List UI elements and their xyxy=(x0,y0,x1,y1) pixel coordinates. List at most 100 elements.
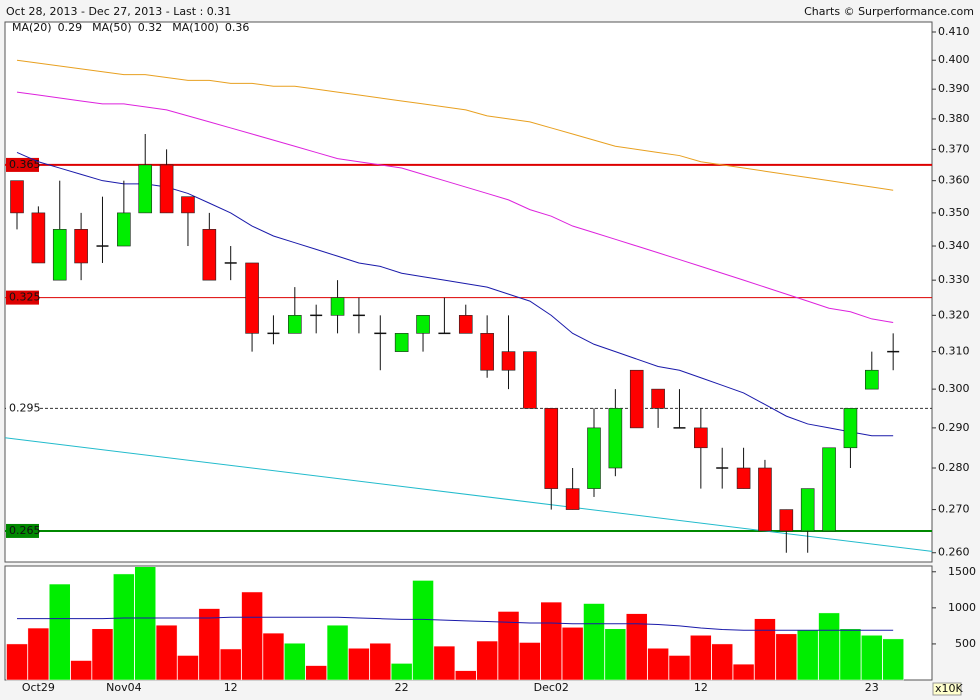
price-panel xyxy=(4,21,933,563)
candle-body xyxy=(245,262,259,334)
level-label-box xyxy=(6,157,39,172)
y-tick-label: 0.260 xyxy=(938,546,970,559)
candle-body xyxy=(159,164,174,214)
level-label: 0.295 xyxy=(9,401,41,414)
level-label-box xyxy=(6,290,39,305)
y-tick-label: 0.310 xyxy=(938,345,970,358)
volume-bar xyxy=(647,648,669,681)
legend-name: MA(20) xyxy=(12,21,52,34)
y-tick-label: 0.320 xyxy=(938,308,970,321)
y-tick-label: 0.290 xyxy=(938,421,970,434)
volume-bar xyxy=(583,603,605,681)
candle-body xyxy=(74,229,88,264)
level-label: 0.325 xyxy=(9,291,41,304)
candle-body xyxy=(330,297,345,316)
candle-body xyxy=(736,467,751,489)
candle-body xyxy=(565,488,580,510)
volume-bar xyxy=(540,601,562,681)
volume-bar xyxy=(882,638,904,681)
candle-body xyxy=(394,333,409,352)
x-tick-label: 12 xyxy=(224,681,238,694)
y-tick-label: 0.410 xyxy=(938,25,970,38)
volume-tick-label: 1500 xyxy=(948,565,976,578)
y-tick-label: 0.360 xyxy=(938,174,970,187)
volume-bar xyxy=(690,635,712,681)
y-tick-label: 0.380 xyxy=(938,112,970,125)
volume-bar xyxy=(519,642,541,681)
trendline xyxy=(4,437,933,552)
ma-line xyxy=(16,59,894,191)
x-tick-label: Nov04 xyxy=(106,681,141,694)
volume-bar xyxy=(497,611,520,681)
x-tick-label: 22 xyxy=(395,681,409,694)
candle-body xyxy=(480,333,494,371)
volume-bar xyxy=(177,655,199,681)
y-tick-label: 0.280 xyxy=(938,461,970,474)
volume-bar xyxy=(241,591,263,681)
volume-bar xyxy=(455,670,477,681)
candle-body xyxy=(288,315,302,334)
volume-bar xyxy=(155,624,178,681)
volume-bar xyxy=(91,628,114,681)
legend-value: 0.32 xyxy=(138,21,163,34)
volume-bar xyxy=(348,648,370,681)
volume-bar xyxy=(198,608,221,681)
volume-bar xyxy=(625,613,648,681)
candle-body xyxy=(117,212,131,247)
x-tick-label: 23 xyxy=(865,681,879,694)
volume-bar xyxy=(412,580,434,681)
volume-bar xyxy=(861,635,883,681)
candle-body xyxy=(608,408,623,469)
legend-name: MA(100) xyxy=(172,21,219,34)
volume-ma-line xyxy=(17,616,894,631)
y-tick-label: 0.400 xyxy=(938,53,970,66)
volume-bar xyxy=(433,645,456,681)
volume-bar xyxy=(326,624,349,681)
y-tick-label: 0.340 xyxy=(938,239,970,252)
candle-body xyxy=(800,488,815,532)
candle-body xyxy=(202,229,217,281)
candle-body xyxy=(629,369,644,429)
volume-tick-label: 500 xyxy=(955,637,976,650)
level-label-box xyxy=(6,523,39,538)
candle-body xyxy=(458,315,473,334)
legend-value: 0.36 xyxy=(225,21,250,34)
unit-box xyxy=(932,682,962,696)
candle-body xyxy=(587,427,601,489)
y-tick-label: 0.390 xyxy=(938,82,970,95)
volume-bar xyxy=(134,566,156,681)
volume-bar xyxy=(219,648,242,681)
volume-bar xyxy=(775,633,798,681)
volume-bar xyxy=(732,663,755,681)
candle-body xyxy=(181,196,195,214)
volume-bar xyxy=(754,618,776,681)
volume-bar xyxy=(796,629,819,681)
candle-body xyxy=(864,369,879,390)
volume-bar xyxy=(113,573,135,681)
level-label: 0.265 xyxy=(9,524,41,537)
volume-unit: x10K xyxy=(935,682,964,695)
candle-body xyxy=(758,467,772,532)
volume-bar xyxy=(305,665,327,681)
legend-value: 0.29 xyxy=(58,21,83,34)
credit: Charts © Surperformance.com xyxy=(804,5,974,18)
volume-bar xyxy=(262,632,285,681)
candle-body xyxy=(694,427,708,449)
legend-name: MA(50) xyxy=(92,21,132,34)
y-tick-label: 0.300 xyxy=(938,382,970,395)
candle-body xyxy=(138,164,153,214)
candle-body xyxy=(779,509,794,532)
volume-bar xyxy=(6,643,28,681)
candle-body xyxy=(651,388,665,409)
candle-body xyxy=(843,408,858,449)
candle-body xyxy=(501,351,516,371)
y-tick-label: 0.270 xyxy=(938,503,970,516)
y-tick-label: 0.330 xyxy=(938,273,970,286)
candle-body xyxy=(822,447,836,532)
x-tick-label: Oct29 xyxy=(22,681,55,694)
ma-line xyxy=(16,91,894,324)
volume-bar xyxy=(390,663,413,681)
candle-body xyxy=(31,212,46,264)
